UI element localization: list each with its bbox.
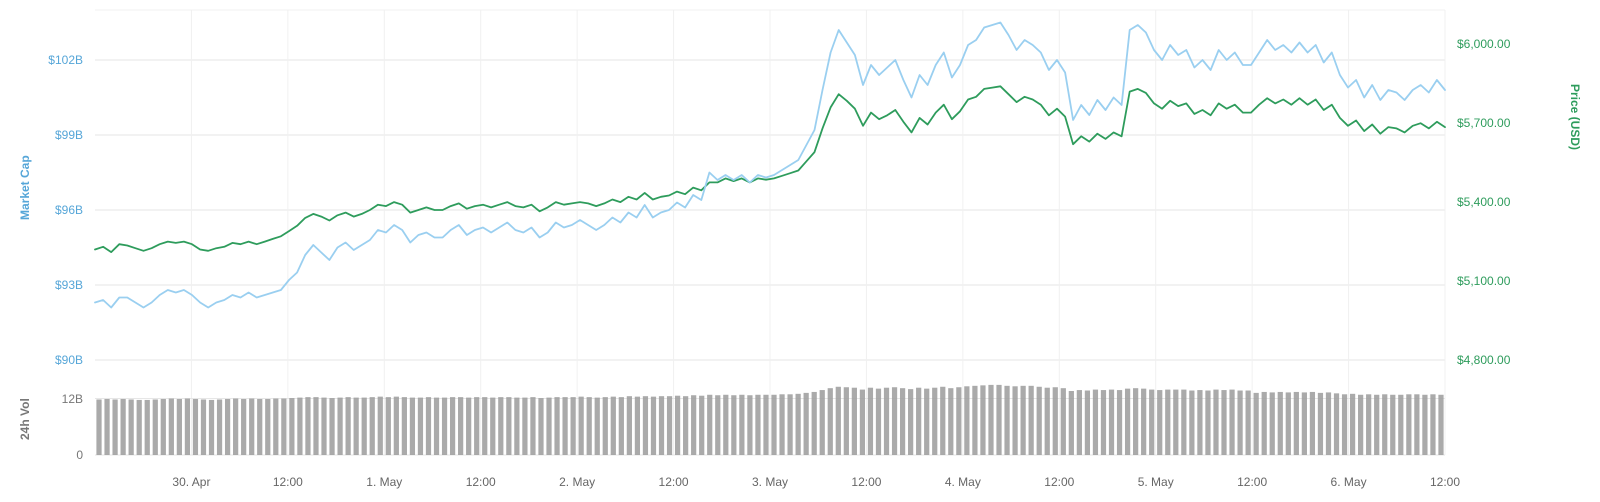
yright-tick: $5,400.00: [1457, 195, 1510, 209]
x-tick: 12:00: [1430, 475, 1460, 489]
yleft-tick: $90B: [55, 353, 83, 367]
x-tick: 5. May: [1138, 475, 1174, 489]
y-vol-axis-label: 24h Vol: [18, 398, 32, 440]
chart-svg: [0, 0, 1600, 502]
yright-tick: $4,800.00: [1457, 353, 1510, 367]
crypto-price-chart: $90B $93B $96B $99B $102B $4,800.00 $5,100.00 $…: [0, 0, 1600, 502]
yright-tick: $6,000.00: [1457, 37, 1510, 51]
yleft-tick: $99B: [55, 128, 83, 142]
x-tick: 12:00: [1044, 475, 1074, 489]
yvol-tick: 12B: [62, 392, 83, 406]
yleft-tick: $96B: [55, 203, 83, 217]
x-tick: 12:00: [851, 475, 881, 489]
x-tick: 1. May: [366, 475, 402, 489]
x-tick: 12:00: [1237, 475, 1267, 489]
yleft-tick: $102B: [48, 53, 83, 67]
yright-tick: $5,700.00: [1457, 116, 1510, 130]
yleft-tick: $93B: [55, 278, 83, 292]
x-tick: 12:00: [273, 475, 303, 489]
x-tick: 2. May: [559, 475, 595, 489]
x-tick: 12:00: [659, 475, 689, 489]
y-left-axis-label: Market Cap: [18, 155, 32, 220]
x-tick: 30. Apr: [172, 475, 210, 489]
x-tick: 4. May: [945, 475, 981, 489]
x-tick: 6. May: [1331, 475, 1367, 489]
x-tick: 3. May: [752, 475, 788, 489]
yvol-tick: 0: [76, 448, 83, 462]
yright-tick: $5,100.00: [1457, 274, 1510, 288]
x-tick: 12:00: [466, 475, 496, 489]
y-right-axis-label: Price (USD): [1568, 84, 1582, 150]
